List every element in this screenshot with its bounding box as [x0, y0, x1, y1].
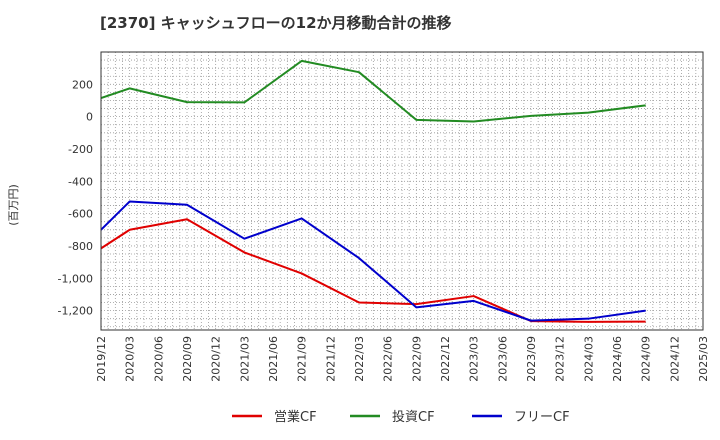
y-tick-label: -400 — [68, 175, 93, 188]
legend: 営業CF 投資CF フリーCF — [232, 409, 570, 425]
x-tick-label: 2021/09 — [296, 336, 309, 382]
y-axis-label: (百万円) — [7, 184, 20, 226]
series-lines — [100, 59, 646, 323]
x-tick-label: 2022/09 — [410, 336, 423, 382]
x-tick-label: 2022/03 — [353, 336, 366, 382]
x-tick-label: 2022/12 — [439, 336, 452, 382]
x-tick-label: 2024/03 — [582, 336, 595, 382]
x-tick-label: 2024/06 — [611, 336, 624, 382]
y-tick-label: 0 — [86, 111, 93, 124]
x-tick-label: 2023/06 — [496, 336, 509, 382]
x-tick-label: 2021/03 — [238, 336, 251, 382]
x-tick-label: 2022/06 — [382, 336, 395, 382]
legend-label: フリーCF — [514, 410, 570, 425]
x-tick-label: 2024/12 — [668, 336, 681, 382]
x-tick-label: 2023/09 — [525, 336, 538, 382]
plot-frame — [100, 51, 704, 331]
y-tick-label: -1,200 — [58, 305, 93, 318]
grid — [101, 52, 703, 330]
x-tick-labels: 2019/12 2020/03 2020/06 2020/09 2020/12 2021/… — [95, 336, 710, 382]
y-tick-label: -600 — [68, 208, 93, 221]
y-tick-label: -800 — [68, 240, 93, 253]
x-tick-label: 2020/09 — [181, 336, 194, 382]
x-tick-label: 2023/03 — [468, 336, 481, 382]
y-tick-label: -200 — [68, 143, 93, 156]
x-tick-label: 2021/12 — [324, 336, 337, 382]
legend-label: 投資CF — [392, 409, 435, 425]
y-tick-label: 200 — [72, 78, 93, 91]
x-tick-label: 2021/06 — [267, 336, 280, 382]
x-tick-label: 2024/09 — [640, 336, 653, 382]
x-tick-label: 2019/12 — [95, 336, 108, 382]
legend-label: 営業CF — [274, 409, 317, 425]
x-tick-label: 2025/03 — [697, 336, 710, 382]
chart-title: [2370] キャッシュフローの12か月移動合計の推移 — [100, 14, 452, 32]
x-tick-label: 2020/06 — [152, 336, 165, 382]
x-tick-label: 2020/12 — [210, 336, 223, 382]
x-tick-label: 2023/12 — [554, 336, 567, 382]
x-tick-label: 2020/03 — [124, 336, 137, 382]
y-tick-labels: 200 0 -200 -400 -600 -800 -1,000 -1,200 — [58, 78, 93, 317]
y-tick-label: -1,000 — [58, 272, 93, 285]
